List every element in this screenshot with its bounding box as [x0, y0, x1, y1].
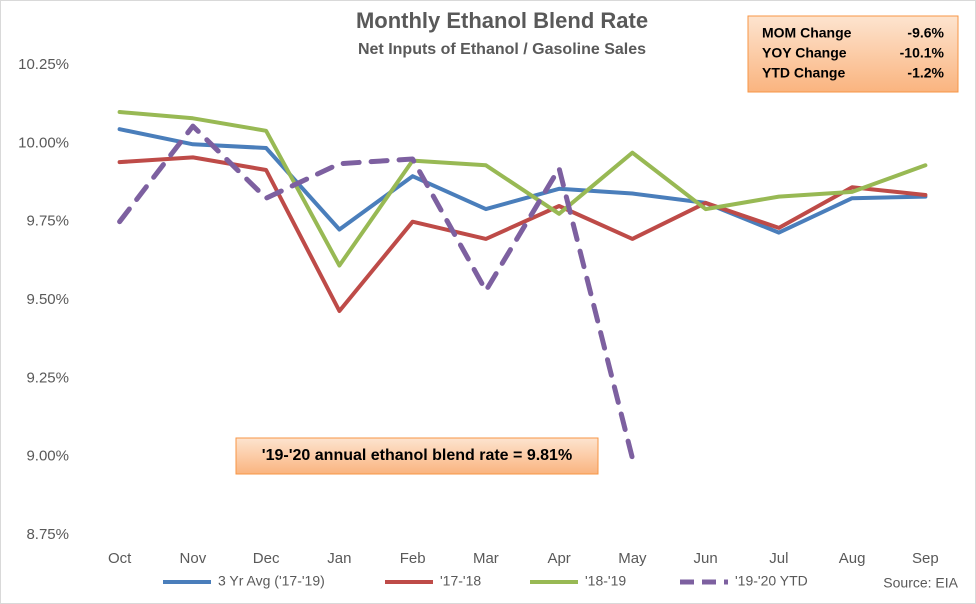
x-tick-label: Feb	[400, 550, 426, 567]
x-tick-label: Dec	[253, 550, 280, 567]
legend-label: 3 Yr Avg ('17-'19)	[218, 573, 325, 589]
stat-value: -9.6%	[907, 25, 944, 41]
stats-box: MOM Change -9.6% YOY Change -10.1% YTD C…	[747, 15, 959, 93]
stat-label: YTD Change	[762, 65, 845, 81]
x-tick-label: Jul	[769, 550, 788, 567]
legend-label: '19-'20 YTD	[735, 573, 808, 589]
series-line	[117, 127, 928, 235]
series-line	[117, 110, 928, 268]
y-tick-label: 9.00%	[26, 448, 69, 465]
chart-subtitle: Net Inputs of Ethanol / Gasoline Sales	[358, 41, 646, 58]
y-tick-label: 9.50%	[26, 291, 69, 308]
annotation-box: '19-'20 annual ethanol blend rate = 9.81…	[235, 437, 599, 475]
x-tick-label: Jun	[694, 550, 718, 567]
x-tick-label: May	[618, 550, 647, 567]
chart-title: Monthly Ethanol Blend Rate	[356, 8, 648, 33]
legend-label: '18-'19	[585, 573, 626, 589]
stat-label: MOM Change	[762, 25, 852, 41]
plot: 8.75% 9.00% 9.25% 9.50% 9.75% 10.00% 10.25% Oct…	[18, 56, 939, 589]
x-tick-label: Aug	[839, 550, 866, 567]
legend-label: '17-'18	[440, 573, 481, 589]
source: Source: EIA	[883, 575, 958, 591]
annotation: '19-'20 annual ethanol blend rate = 9.81…	[262, 447, 572, 464]
x-tick-label: Jan	[327, 550, 351, 567]
y-tick-label: 10.00%	[18, 134, 69, 151]
y-tick-label: 8.75%	[26, 526, 69, 543]
series-line	[117, 123, 635, 461]
stat-value: -10.1%	[900, 45, 945, 61]
annotation-bg	[235, 437, 599, 475]
y-tick-label: 9.75%	[26, 213, 69, 230]
stat-label: YOY Change	[762, 45, 847, 61]
stat-value: -1.2%	[907, 65, 944, 81]
x-tick-label: Sep	[912, 550, 939, 567]
x-tick-label: Apr	[547, 550, 570, 567]
stats-bg	[747, 15, 959, 93]
y-tick-label: 10.25%	[18, 56, 69, 73]
x-tick-label: Oct	[108, 550, 132, 567]
x-tick-label: Nov	[180, 550, 207, 567]
x-tick-label: Mar	[473, 550, 499, 567]
y-tick-label: 9.25%	[26, 369, 69, 386]
series-line	[117, 155, 928, 313]
